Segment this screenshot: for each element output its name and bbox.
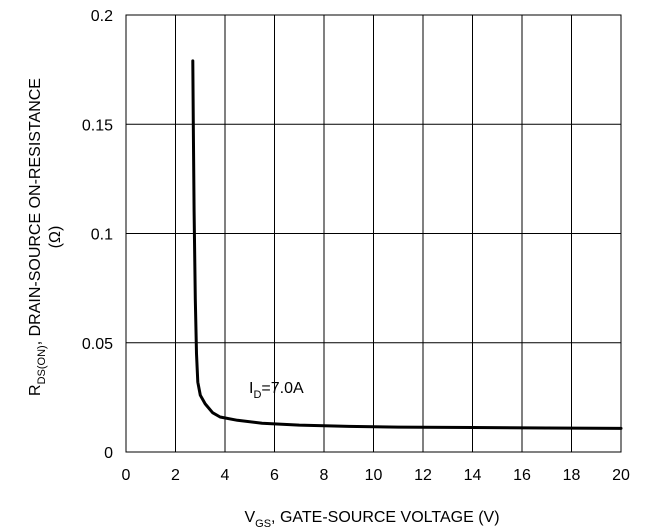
x-tick-label: 6 — [270, 467, 279, 484]
y-tick-labels: 0 0.05 0.1 0.15 0.2 — [82, 8, 113, 462]
y-axis-unit: (Ω) — [47, 226, 64, 249]
x-tick-label: 10 — [365, 467, 383, 484]
x-tick-label: 16 — [513, 467, 531, 484]
x-tick-label: 2 — [171, 467, 180, 484]
x-tick-label: 20 — [612, 467, 630, 484]
y-tick-label: 0.1 — [91, 227, 113, 244]
x-tick-labels: 0 2 4 6 8 10 12 14 16 18 20 — [122, 467, 630, 484]
x-axis-label: VGS, GATE-SOURCE VOLTAGE (V) — [244, 509, 499, 529]
x-tick-label: 18 — [563, 467, 581, 484]
y-tick-label: 0 — [104, 445, 113, 462]
x-tick-label: 12 — [414, 467, 432, 484]
x-tick-label: 8 — [320, 467, 329, 484]
x-tick-label: 4 — [221, 467, 230, 484]
y-tick-label: 0.2 — [91, 8, 113, 25]
y-tick-label: 0.15 — [82, 117, 113, 134]
svg-text:RDS(ON), DRAIN-SOURCE ON-RESIS: RDS(ON), DRAIN-SOURCE ON-RESISTANCE — [27, 78, 48, 396]
current-annotation: ID=7.0A — [249, 380, 304, 401]
x-tick-label: 0 — [122, 467, 131, 484]
series-line — [191, 59, 623, 430]
x-tick-label: 14 — [464, 467, 482, 484]
y-axis-label: RDS(ON), DRAIN-SOURCE ON-RESISTANCE (Ω) — [27, 78, 64, 396]
plot-frame — [125, 14, 622, 453]
grid — [126, 15, 621, 452]
y-tick-label: 0.05 — [82, 336, 113, 353]
